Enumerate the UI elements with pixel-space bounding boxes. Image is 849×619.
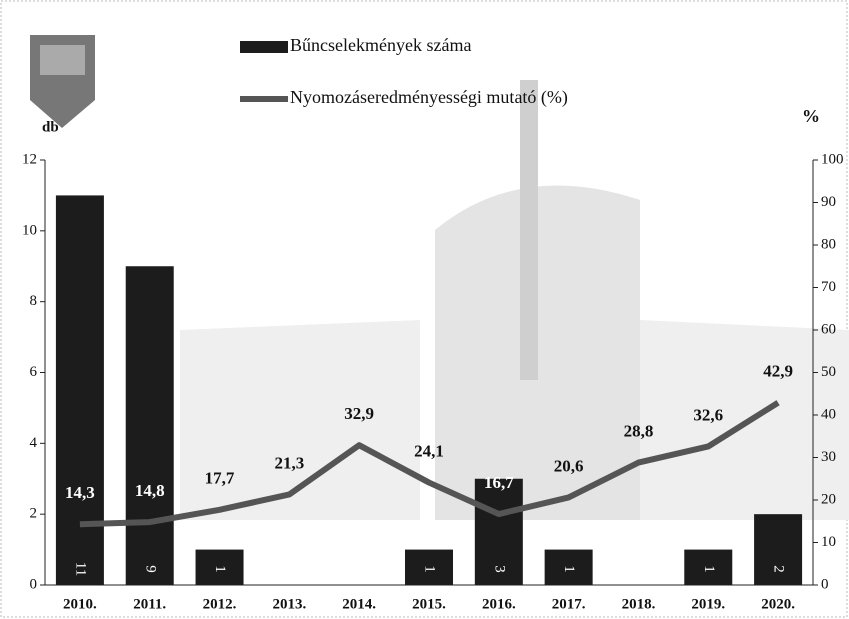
- y2-tick-label: 60: [821, 321, 836, 337]
- y2-tick-label: 10: [821, 534, 836, 550]
- bar-value-label: 1: [212, 565, 228, 573]
- y-tick-label: 6: [30, 364, 38, 380]
- line-value-label: 14,3: [65, 483, 95, 502]
- bar-value-label: 1: [561, 565, 577, 573]
- y2-tick-label: 40: [821, 406, 836, 422]
- x-tick-label: 2016.: [482, 596, 516, 612]
- bar-value-label: 3: [491, 565, 507, 573]
- legend-swatch: [240, 41, 288, 53]
- line-value-label: 32,9: [344, 404, 374, 423]
- bar-value-label: 2: [771, 565, 787, 573]
- y2-tick-label: 100: [821, 151, 844, 167]
- line-value-label: 21,3: [274, 453, 304, 472]
- line-value-label: 24,1: [414, 441, 444, 460]
- x-tick-label: 2020.: [761, 596, 795, 612]
- x-tick-label: 2013.: [272, 596, 306, 612]
- bar: [126, 266, 174, 585]
- y2-axis-title: %: [802, 106, 820, 126]
- y-tick-label: 4: [30, 435, 38, 451]
- x-tick-label: 2017.: [552, 596, 586, 612]
- chart: db % 02468101201020304050607080901002010…: [0, 0, 849, 619]
- y2-tick-label: 70: [821, 279, 836, 295]
- bar-value-label: 9: [142, 565, 158, 573]
- x-tick-label: 2011.: [133, 596, 166, 612]
- bar-value-label: 1: [701, 565, 717, 573]
- y2-tick-label: 0: [821, 576, 829, 592]
- line-value-label: 17,7: [205, 469, 235, 488]
- x-tick-label: 2019.: [691, 596, 725, 612]
- line-value-label: 14,8: [135, 481, 165, 500]
- bar-value-label: 1: [422, 565, 438, 573]
- y2-tick-label: 20: [821, 491, 836, 507]
- y-tick-label: 2: [30, 506, 38, 522]
- x-tick-label: 2014.: [342, 596, 376, 612]
- y2-tick-label: 30: [821, 449, 836, 465]
- line-value-label: 20,6: [554, 456, 584, 475]
- y-tick-label: 8: [30, 293, 38, 309]
- x-tick-label: 2010.: [63, 596, 97, 612]
- bar: [754, 514, 802, 585]
- y-tick-label: 0: [30, 576, 38, 592]
- line-value-label: 32,6: [693, 405, 723, 424]
- y-tick-label: 10: [22, 222, 37, 238]
- x-tick-label: 2012.: [203, 596, 237, 612]
- legend-label: Bűncselekmények száma: [290, 35, 471, 55]
- x-tick-label: 2015.: [412, 596, 446, 612]
- y-axis-title: db: [42, 119, 59, 135]
- x-tick-label: 2018.: [622, 596, 656, 612]
- bar-value-label: 11: [72, 562, 88, 576]
- line-value-label: 16,7: [484, 473, 514, 492]
- line-value-label: 42,9: [763, 362, 793, 381]
- y2-tick-label: 90: [821, 194, 836, 210]
- y-tick-label: 12: [22, 151, 37, 167]
- legend-label: Nyomozáseredményességi mutató (%): [290, 87, 568, 108]
- y2-tick-label: 50: [821, 364, 836, 380]
- y2-tick-label: 80: [821, 236, 836, 252]
- line-value-label: 28,8: [624, 422, 654, 441]
